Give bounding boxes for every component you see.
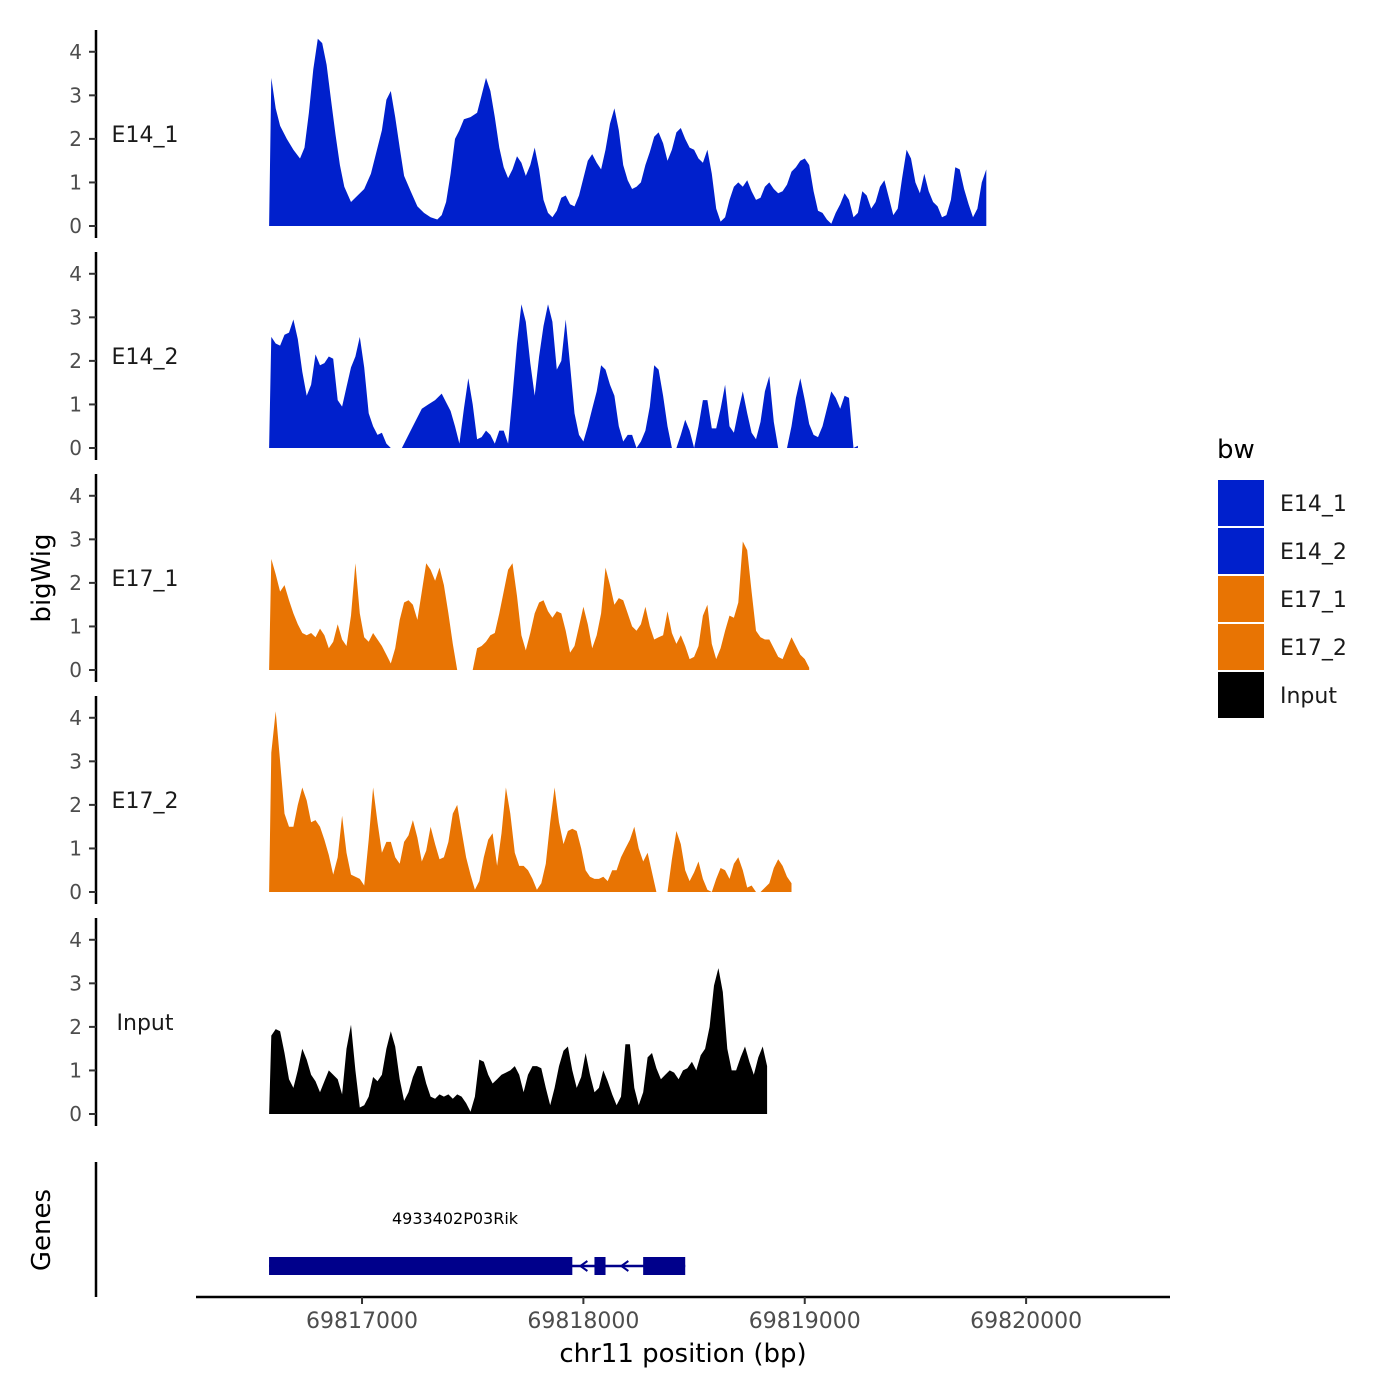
coverage-area-e17-1 [269,541,810,670]
gene-model [269,1257,686,1275]
gene-exon [269,1257,573,1275]
y-tick-label: 2 [69,1015,82,1039]
y-tick-label: 1 [69,392,82,416]
y-tick-label: 2 [69,127,82,151]
coverage-area-e17-2 [269,711,792,892]
track-label: E17_2 [112,789,179,814]
legend-title: bw [1217,435,1255,465]
y-tick-label: 0 [69,436,82,460]
track-e17-1: 0 1 2 3 4 E17_1 [69,474,810,682]
y-tick-label: 0 [69,880,82,904]
legend-label: E14_2 [1280,540,1347,565]
x-tick-label: 69820000 [970,1309,1082,1334]
track-e14-1: 0 1 2 3 4 E14_1 [69,30,987,238]
y-axis-title: bigWig [27,533,57,622]
legend-label: E14_1 [1280,492,1347,517]
genes-panel: Genes 4933402P03Rik [27,1162,686,1297]
x-tick-label: 69817000 [306,1309,418,1334]
y-tick-label: 0 [69,1102,82,1126]
gene-label: 4933402P03Rik [392,1209,519,1228]
y-tick-label: 3 [69,83,82,107]
x-tick-label: 69818000 [527,1309,639,1334]
y-tick-label: 4 [69,484,82,508]
y-tick-label: 3 [69,305,82,329]
y-tick-label: 4 [69,40,82,64]
legend-swatch [1218,576,1264,622]
y-tick-label: 3 [69,971,82,995]
y-tick-label: 3 [69,527,82,551]
y-tick-label: 4 [69,262,82,286]
legend-swatch [1218,624,1264,670]
track-label: E14_2 [112,345,179,370]
legend-swatch [1218,672,1264,718]
x-tick-label: 69819000 [749,1309,861,1334]
strand-arrow-icon [619,1260,629,1272]
y-tick-label: 3 [69,749,82,773]
track-label: E14_1 [112,123,179,148]
track-input: 0 1 2 3 4 Input [69,918,768,1126]
gene-exon [594,1257,606,1275]
coverage-area-e14-1 [269,38,987,227]
x-axis: 69817000 69818000 69819000 69820000 [196,1295,1170,1334]
y-tick-label: 2 [69,793,82,817]
legend-label: E17_1 [1280,588,1347,613]
track-e17-2: 0 1 2 3 4 E17_2 [69,696,792,904]
track-label: E17_1 [112,567,179,592]
y-tick-label: 0 [69,658,82,682]
coverage-area-input [269,968,768,1114]
track-label: Input [117,1011,174,1036]
y-tick-label: 1 [69,614,82,638]
genes-title: Genes [27,1189,57,1271]
gene-exon [643,1257,686,1275]
coverage-area-e14-2 [269,304,858,448]
y-tick-label: 2 [69,349,82,373]
x-axis-title: chr11 position (bp) [559,1339,806,1369]
legend-label: Input [1280,684,1337,709]
strand-arrow-icon [578,1260,588,1272]
y-tick-label: 0 [69,214,82,238]
y-tick-label: 1 [69,170,82,194]
y-tick-label: 4 [69,706,82,730]
y-tick-label: 1 [69,1058,82,1082]
track-e14-2: 0 1 2 3 4 E14_2 [69,252,858,460]
track-panels: 0 1 2 3 4 E14_1 0 1 2 3 4 E14_2 0 1 2 3 4 E17_1 0 1 2 3 4 E17_2… [69,30,987,1126]
y-tick-label: 1 [69,836,82,860]
y-tick-label: 4 [69,928,82,952]
legend-label: E17_2 [1280,636,1347,661]
legend-swatch [1218,480,1264,526]
y-tick-label: 2 [69,571,82,595]
legend: bw E14_1 E14_2 E17_1 E17_2 Input [1217,435,1347,718]
legend-swatch [1218,528,1264,574]
